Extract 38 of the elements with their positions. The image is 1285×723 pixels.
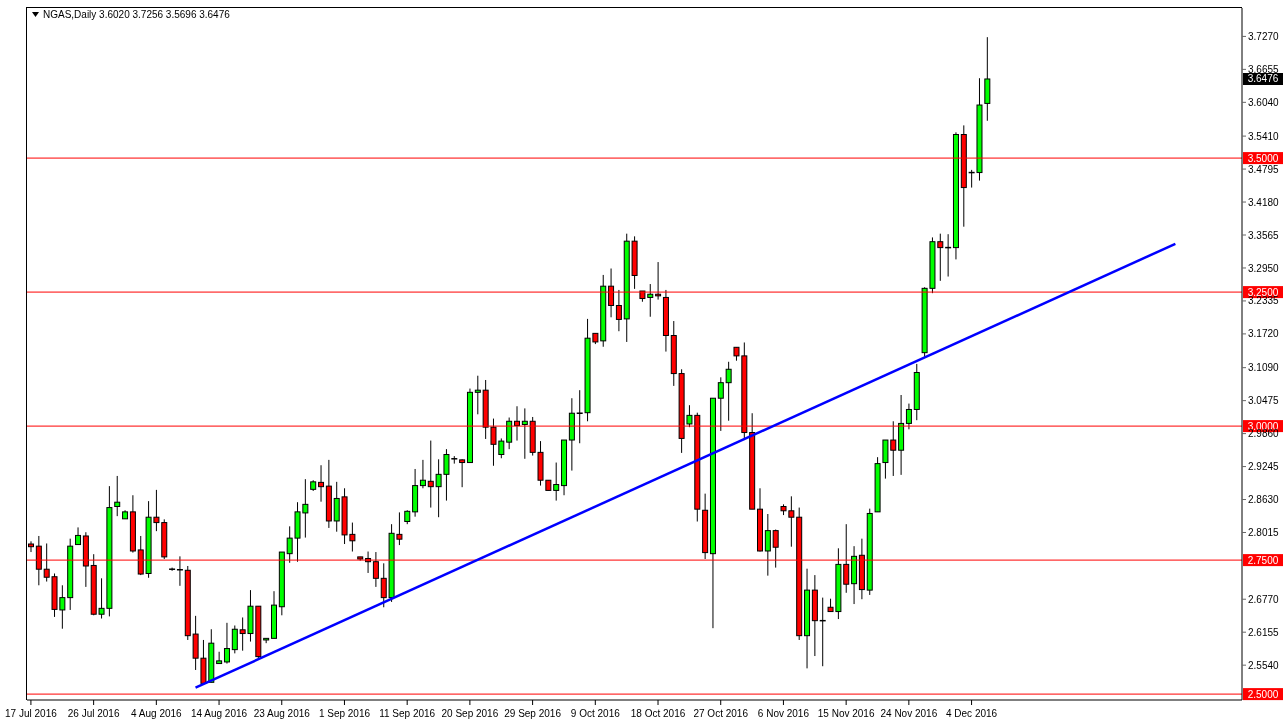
y-tick-label: 2.5540 — [1248, 659, 1280, 671]
y-tick-label: 3.4180 — [1248, 196, 1280, 208]
x-tick-label: 24 Nov 2016 — [880, 708, 938, 719]
y-tick-label: 2.6155 — [1248, 626, 1280, 638]
x-tick-label: 6 Nov 2016 — [757, 708, 810, 719]
y-tick-label: 3.2950 — [1248, 262, 1280, 274]
annotation: 3.6476 — [1243, 72, 1283, 85]
ref-line-label: 3.5000 — [1247, 153, 1279, 165]
y-tick-label: 3.5410 — [1248, 130, 1280, 142]
y-tick-label: 3.7270 — [1248, 30, 1280, 42]
ref-line-label: 2.7500 — [1247, 555, 1279, 567]
x-tick-label: 29 Sep 2016 — [504, 708, 562, 719]
y-tick-label: 2.9245 — [1248, 461, 1280, 473]
y-tick-label: 3.6040 — [1248, 96, 1280, 108]
x-tick-label: 9 Oct 2016 — [570, 708, 621, 719]
y-tick-label: 3.0475 — [1248, 395, 1280, 407]
y-tick-label: 3.1090 — [1248, 362, 1280, 374]
x-tick-label: 11 Sep 2016 — [379, 708, 436, 719]
chart-title: NGAS,Daily 3.6020 3.7256 3.5696 3.6476 — [43, 9, 230, 20]
y-tick-label: 3.4795 — [1248, 163, 1280, 175]
x-tick-label: 4 Dec 2016 — [945, 708, 998, 719]
x-tick-label: 18 Oct 2016 — [630, 708, 686, 719]
y-tick-label: 3.1720 — [1248, 328, 1280, 340]
y-tick-label: 2.8630 — [1248, 494, 1280, 506]
x-tick-label: 27 Oct 2016 — [693, 708, 749, 719]
y-tick-label: 3.6655 — [1248, 63, 1280, 75]
x-tick-label: 26 Jul 2016 — [67, 708, 120, 719]
x-tick-label: 17 Jul 2016 — [5, 708, 58, 719]
x-tick-label: 15 Nov 2016 — [817, 708, 875, 719]
x-tick-label: 23 Aug 2016 — [253, 708, 311, 719]
x-tick-label: 14 Aug 2016 — [190, 708, 248, 719]
y-tick-label: 2.8015 — [1248, 527, 1280, 539]
x-tick-label: 20 Sep 2016 — [441, 708, 499, 719]
ref-line-label: 2.5000 — [1247, 689, 1279, 701]
x-tick-label: 4 Aug 2016 — [131, 708, 183, 719]
x-tick-label: 1 Sep 2016 — [318, 708, 371, 719]
y-tick-label: 3.3565 — [1248, 229, 1280, 241]
y-tick-label: 2.6770 — [1248, 593, 1280, 605]
